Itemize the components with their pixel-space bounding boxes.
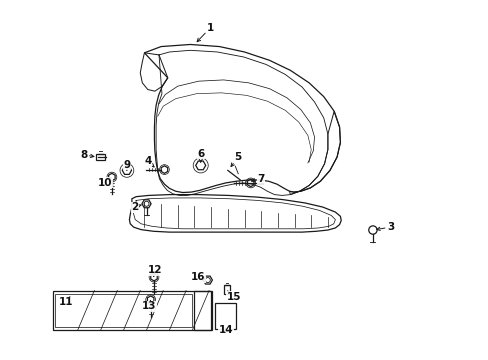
Text: 2: 2 [131, 202, 141, 212]
Text: 14: 14 [218, 325, 233, 335]
Text: 3: 3 [376, 222, 393, 232]
Text: 9: 9 [123, 159, 130, 170]
Bar [53, 291, 211, 330]
Text: 6: 6 [197, 149, 204, 162]
Text: 7: 7 [251, 174, 264, 184]
Text: 12: 12 [147, 265, 162, 276]
Text: 11: 11 [59, 297, 73, 307]
Bar [96, 154, 105, 160]
Text: 10: 10 [98, 177, 112, 188]
Text: 8: 8 [80, 150, 94, 160]
Bar [55, 294, 192, 327]
Text: 5: 5 [230, 152, 242, 167]
Bar [223, 285, 230, 294]
Text: 1: 1 [197, 23, 213, 42]
Text: 16: 16 [190, 272, 205, 282]
Text: 13: 13 [142, 301, 156, 311]
Bar [194, 291, 211, 330]
Bar [215, 303, 236, 329]
Text: 4: 4 [144, 156, 154, 167]
Text: 15: 15 [226, 291, 241, 302]
